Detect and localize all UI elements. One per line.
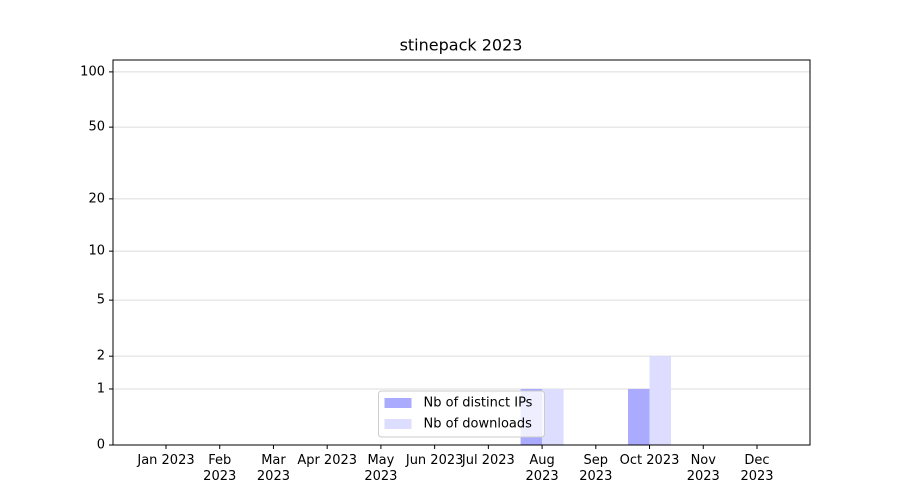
y-tick-label: 1	[97, 381, 105, 396]
legend-label: Nb of distinct IPs	[424, 396, 533, 411]
x-tick-label: Aug 2023	[525, 453, 559, 484]
x-tick-label: Jan 2023	[137, 453, 195, 468]
x-tick-label: Jul 2023	[461, 453, 515, 468]
plot-frame	[112, 59, 811, 446]
x-tick-label: Apr 2023	[297, 453, 358, 468]
x-tick-label: Dec 2023	[740, 453, 774, 484]
y-tick-label: 20	[88, 191, 105, 206]
y-tick-label: 5	[97, 293, 105, 308]
x-tick-label: Nov 2023	[686, 453, 720, 484]
x-tick-label: Oct 2023	[619, 453, 680, 468]
x-tick-label: May 2023	[364, 453, 398, 484]
bar	[649, 356, 672, 445]
y-tick-label: 50	[88, 120, 105, 135]
x-tick-label: Mar 2023	[256, 453, 290, 484]
x-tick-label: Feb 2023	[203, 453, 237, 484]
bar	[542, 388, 564, 445]
legend-label: Nb of downloads	[424, 417, 533, 432]
bar	[628, 388, 650, 445]
y-tick-label: 100	[80, 64, 105, 79]
y-tick-label: 0	[97, 438, 105, 453]
y-tick-label: 10	[88, 244, 105, 259]
legend-swatch	[384, 398, 412, 408]
legend-swatch	[384, 419, 412, 429]
y-tick-label: 2	[97, 349, 105, 364]
chart-title: stinepack 2023	[400, 36, 523, 55]
x-tick-label: Sep 2023	[579, 453, 613, 484]
legend: Nb of distinct IPs Nb of downloads	[378, 390, 545, 438]
x-tick-label: Jun 2023	[405, 453, 464, 468]
legend-box	[378, 390, 545, 438]
